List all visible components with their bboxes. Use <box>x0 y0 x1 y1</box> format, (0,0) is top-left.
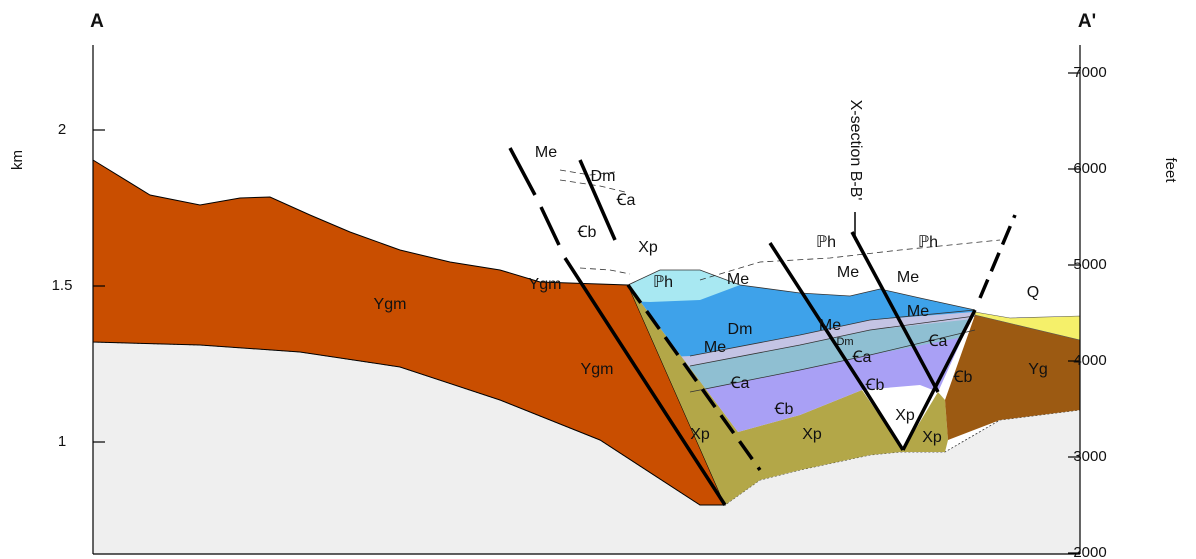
unit-label: Ꞓa <box>616 192 636 209</box>
unit-label: Ꞓb <box>774 401 794 418</box>
unit-label: Ꞓb <box>865 377 885 394</box>
unit-label: ℙh <box>918 234 938 251</box>
unit-label: Me <box>704 339 726 356</box>
unit-label: Ygm <box>581 361 614 378</box>
unit-label: Xp <box>690 426 710 443</box>
tick-label: 2 <box>58 121 66 138</box>
unit-label: Ygm <box>374 296 407 313</box>
fault <box>978 214 1017 299</box>
contact <box>689 329 976 393</box>
unit-label: ℙh <box>816 234 836 251</box>
ygm <box>92 159 726 506</box>
faults <box>508 147 1017 506</box>
unit-label: Q <box>1027 284 1039 301</box>
ph <box>628 270 740 302</box>
unit-label: Me <box>727 271 749 288</box>
fault <box>901 309 977 451</box>
contact <box>689 315 976 367</box>
tick-label: 1.5 <box>52 277 73 294</box>
unit-label: Me <box>819 317 841 334</box>
tick-label: 4000 <box>1073 352 1106 369</box>
xsection-label: X-section B-B' <box>847 100 864 201</box>
right-axis-label: feet <box>1162 157 1179 183</box>
unit-label: Dm <box>591 168 616 185</box>
unit-label: Ꞓb <box>577 224 597 241</box>
unit-label: Me <box>535 144 557 161</box>
unit-label: Me <box>907 303 929 320</box>
basement <box>93 342 1080 554</box>
fault <box>508 147 727 506</box>
unit-label: Ꞓa <box>852 349 872 366</box>
fault <box>768 242 905 451</box>
eroded-contact <box>559 169 616 176</box>
unit-label: Xp <box>638 239 658 256</box>
left-axis-label: km <box>9 150 26 170</box>
tick-label: 2000 <box>1073 544 1106 559</box>
unit-label: Xp <box>802 426 822 443</box>
tick-label: 3000 <box>1073 448 1106 465</box>
labels: A A' X-section B-B' Ygm Ygm Ygm Me Dm Ꞓa… <box>90 11 1096 446</box>
eroded-contact <box>699 239 1001 281</box>
eroded-contact <box>559 179 626 193</box>
unit-label: Ꞓa <box>928 333 948 350</box>
fault <box>626 283 762 472</box>
section-end: A' <box>1078 11 1096 32</box>
eroded-contact <box>579 267 631 275</box>
unit-label: Dm <box>728 321 753 338</box>
unit-label: Xp <box>895 407 915 424</box>
tick-label: 7000 <box>1073 64 1106 81</box>
yg <box>945 315 1080 440</box>
xp <box>628 285 948 505</box>
unit-label: Yg <box>1028 361 1048 378</box>
unit-label: Xp <box>922 429 942 446</box>
unit-label: Dm <box>836 336 853 348</box>
contact <box>689 309 976 357</box>
unit-label: ℙh <box>653 274 673 291</box>
geology <box>92 159 1081 554</box>
section-start: A <box>90 11 104 32</box>
unit-label: Me <box>837 264 859 281</box>
tick-label: 5000 <box>1073 256 1106 273</box>
unit-label: Me <box>897 269 919 286</box>
unit-label: Ygm <box>529 276 562 293</box>
unit-label: Ꞓa <box>730 375 750 392</box>
fault <box>578 159 617 241</box>
unit-label: Ꞓb <box>953 369 973 386</box>
tick-label: 6000 <box>1073 160 1106 177</box>
fault <box>850 231 940 393</box>
tick-label: 1 <box>58 433 66 450</box>
contact <box>627 269 976 311</box>
